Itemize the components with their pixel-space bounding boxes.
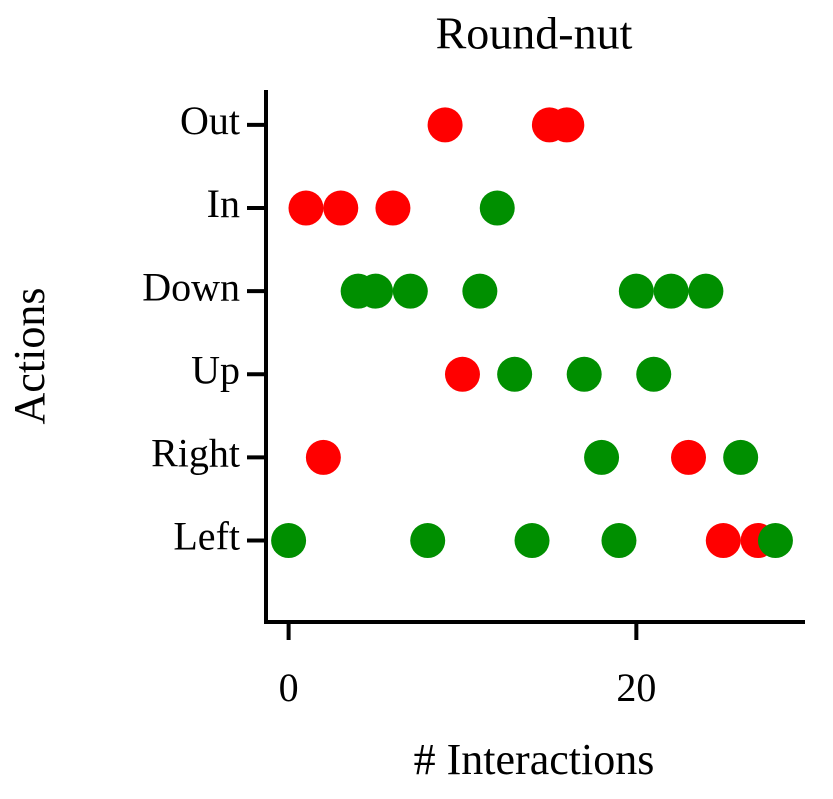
point	[305, 439, 341, 475]
y-tick-label: In	[207, 181, 240, 226]
point	[271, 523, 307, 559]
point	[462, 273, 498, 309]
x-axis-label: # Interactions	[414, 735, 655, 784]
y-axis-label: Actions	[5, 288, 54, 425]
point	[757, 523, 793, 559]
point	[688, 273, 724, 309]
y-tick-label: Left	[173, 514, 240, 559]
point	[497, 356, 533, 392]
y-tick-label: Out	[180, 98, 240, 143]
chart-title: Round-nut	[436, 8, 633, 59]
point	[358, 273, 394, 309]
point	[584, 439, 620, 475]
point	[392, 273, 428, 309]
point	[618, 273, 654, 309]
point	[410, 523, 446, 559]
y-tick-label: Down	[142, 264, 240, 309]
x-tick-label: 0	[279, 665, 299, 710]
x-tick-label: 20	[616, 665, 656, 710]
y-tick-label: Right	[151, 431, 240, 476]
point	[705, 523, 741, 559]
point	[323, 190, 359, 226]
point	[671, 439, 707, 475]
point	[444, 356, 480, 392]
point	[549, 107, 585, 143]
point	[427, 107, 463, 143]
point	[653, 273, 689, 309]
point	[375, 190, 411, 226]
point	[636, 356, 672, 392]
point	[479, 190, 515, 226]
point	[514, 523, 550, 559]
point	[601, 523, 637, 559]
point	[288, 190, 324, 226]
y-tick-label: Up	[191, 347, 240, 392]
point	[723, 439, 759, 475]
point	[566, 356, 602, 392]
